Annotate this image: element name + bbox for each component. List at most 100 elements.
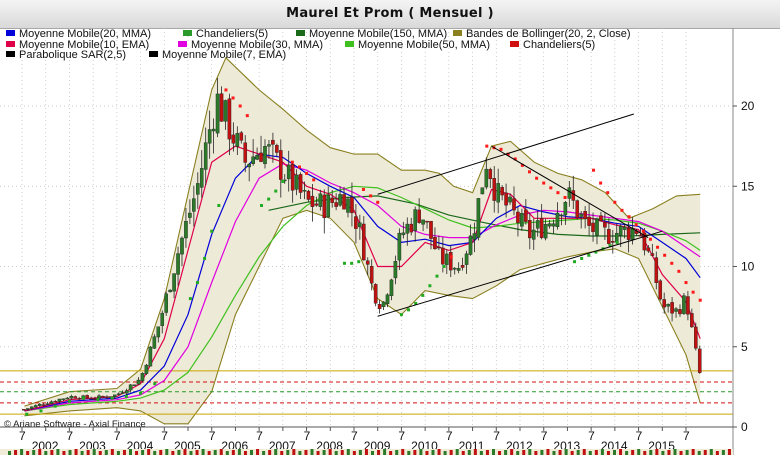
candle-body: [539, 218, 544, 238]
volume-bar: [709, 449, 713, 455]
trendline: [491, 145, 649, 239]
legend: Moyenne Mobile(20, MMA) Chandeliers(5) Moy…: [6, 28, 630, 61]
x-tick-label: 7: [446, 429, 453, 443]
legend-swatch: [183, 30, 192, 36]
x-tick-label: 7: [398, 429, 405, 443]
sar-dot: [297, 165, 301, 169]
legend-swatch: [6, 41, 15, 47]
sar-dot: [312, 178, 316, 182]
candle-body: [37, 403, 42, 406]
volume-bar: [195, 450, 199, 455]
candle-body: [421, 219, 425, 225]
volume-bar: [122, 450, 126, 455]
candle-body: [101, 396, 105, 398]
volume-bar: [165, 449, 169, 455]
legend-label: Moyenne Mobile(50, MMA): [358, 39, 490, 51]
volume-bar: [649, 450, 653, 455]
x-tick-label: 7: [256, 429, 263, 443]
legend-label: Chandeliers(5): [196, 28, 268, 40]
legend-swatch: [149, 51, 158, 57]
sar-dot: [82, 396, 86, 400]
sar-dot: [641, 229, 645, 233]
candle-body: [306, 190, 311, 200]
sar-dot: [305, 171, 309, 175]
volume-bar: [377, 450, 381, 455]
candle-body: [132, 384, 137, 386]
ma-mm50-line: [24, 185, 701, 412]
candle-body: [567, 187, 572, 199]
volume-bar: [280, 451, 284, 455]
candle-body: [650, 253, 655, 256]
sar-dot: [573, 260, 577, 264]
candle-body: [199, 168, 204, 188]
volume-bar: [413, 450, 417, 455]
sar-dot: [506, 152, 510, 156]
candle-body: [85, 395, 89, 399]
volume-bar: [250, 450, 253, 455]
candle-body: [105, 396, 109, 398]
candle-body: [89, 398, 93, 400]
sar-dot: [260, 204, 264, 208]
x-tick-label: 7: [493, 429, 500, 443]
candle-body: [603, 222, 607, 228]
candle-body: [235, 133, 240, 147]
volume-bar: [268, 450, 272, 455]
sar-dot: [231, 96, 235, 100]
candle-body: [531, 229, 536, 240]
candle-body: [334, 202, 338, 207]
volume-bar: [80, 451, 84, 455]
candle-body: [302, 189, 307, 192]
candle-body: [492, 178, 497, 201]
legend-swatch: [296, 30, 305, 36]
candle-body: [180, 237, 184, 255]
sar-dot: [343, 261, 347, 265]
volume-bar: [32, 450, 36, 455]
sar-dot: [421, 293, 425, 297]
candle-body: [227, 98, 232, 140]
volume-bar: [98, 451, 102, 455]
sar-dot: [594, 250, 598, 254]
candle-body: [618, 225, 623, 236]
volume-bar: [552, 451, 556, 455]
volume-bar: [510, 449, 514, 455]
sar-dot: [267, 197, 271, 201]
candle-body: [476, 198, 481, 238]
candle-body: [184, 220, 188, 239]
volume-bar: [582, 449, 586, 455]
candle-body: [575, 200, 580, 218]
candle-body: [611, 241, 615, 243]
volume-bar: [26, 451, 30, 455]
volume-bar: [141, 450, 145, 455]
volume-bar: [316, 451, 320, 455]
candle-body: [275, 145, 279, 153]
volume-bar: [570, 451, 574, 455]
volume-bar: [461, 451, 465, 455]
sar-dot: [39, 409, 43, 413]
volume-bar: [92, 449, 96, 455]
volume-bar: [86, 450, 90, 455]
candle-body: [654, 257, 659, 283]
volume-bar: [727, 449, 731, 455]
candle-body: [686, 296, 690, 315]
sar-dot: [691, 290, 695, 294]
volume-bar: [153, 451, 157, 455]
legend-label: Moyenne Mobile(150, MMA): [309, 28, 447, 40]
sar-dot: [599, 181, 603, 185]
sar-dot: [634, 223, 638, 227]
candle-body: [239, 132, 244, 141]
volume-bar: [68, 450, 72, 455]
volume-bar: [697, 451, 701, 455]
candle-body: [124, 390, 129, 394]
volume-bar: [292, 449, 296, 455]
candle-body: [41, 404, 46, 406]
candle-body: [290, 163, 295, 191]
volume-bar: [389, 451, 393, 455]
candle-body: [551, 223, 556, 227]
candle-body: [460, 265, 465, 268]
candle-body: [646, 247, 651, 252]
sar-dot: [224, 88, 228, 92]
candle-body: [678, 309, 682, 315]
candle-body: [97, 395, 101, 399]
